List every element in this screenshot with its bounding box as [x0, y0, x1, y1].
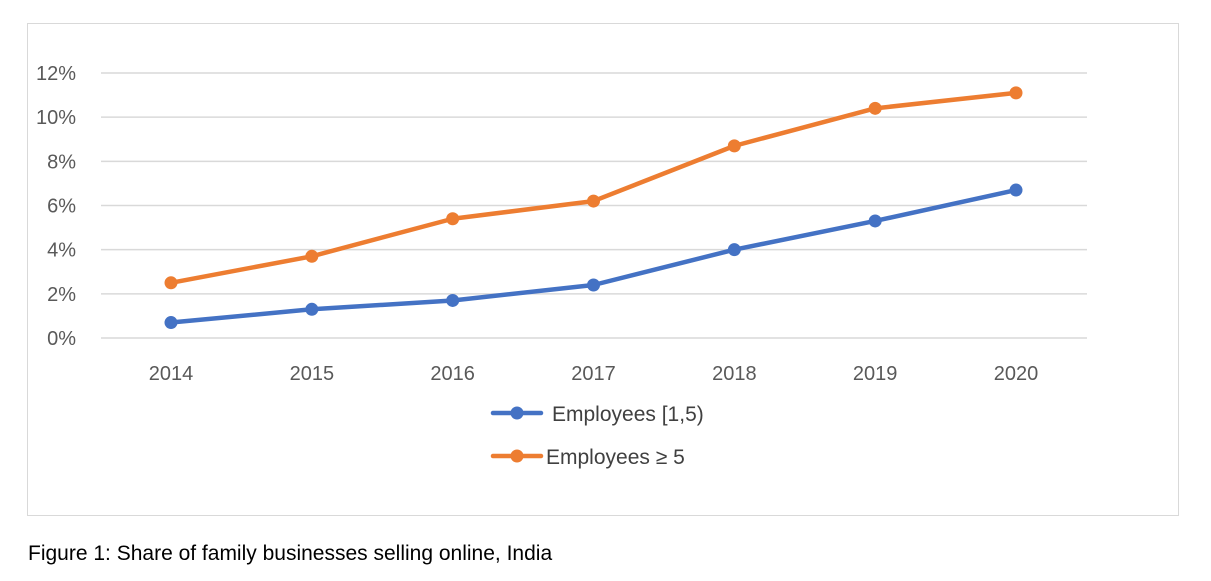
y-tick-label: 0% — [47, 328, 76, 350]
series-line — [168, 90, 1019, 286]
y-tick-label: 10% — [36, 107, 76, 129]
data-point — [587, 278, 600, 292]
x-tick-label: 2016 — [430, 363, 475, 385]
data-point — [727, 243, 741, 257]
series-2 — [164, 86, 1023, 290]
figure-caption: Figure 1: Share of family businesses sel… — [28, 542, 553, 565]
data-point — [587, 194, 600, 208]
data-point — [1009, 86, 1023, 100]
data-point — [305, 249, 319, 263]
data-point — [305, 302, 319, 316]
line-chart: 0%2%4%6%8%10%12% 2014 2015 2016 2017 2018 201… — [36, 63, 1087, 469]
x-tick-label: 2014 — [149, 363, 194, 385]
data-point — [164, 276, 178, 290]
y-tick-label: 2% — [47, 284, 76, 306]
y-tick-label: 12% — [36, 63, 76, 85]
data-point — [1009, 183, 1023, 197]
y-tick-label: 6% — [47, 196, 76, 218]
chart-area — [27, 23, 1179, 516]
legend-label: Employees [1,5) — [552, 403, 704, 426]
x-tick-label: 2015 — [290, 363, 335, 385]
series-line — [168, 187, 1019, 325]
x-tick-label: 2020 — [994, 363, 1039, 385]
legend: Employees [1,5) Employees ≥ 5 — [490, 403, 704, 469]
data-point — [446, 212, 460, 226]
legend-item: Employees [1,5) — [490, 403, 704, 426]
legend-item: Employees ≥ 5 — [490, 446, 685, 469]
data-point — [727, 139, 741, 153]
legend-label: Employees ≥ 5 — [546, 446, 685, 469]
data-point — [446, 293, 460, 307]
x-tick-label: 2017 — [571, 363, 616, 385]
y-tick-label: 8% — [47, 151, 76, 173]
x-axis-tick-labels: 2014 2015 2016 2017 2018 2019 2020 — [149, 363, 1039, 385]
data-point — [868, 101, 882, 115]
y-tick-label: 4% — [47, 240, 76, 262]
legend-marker — [510, 406, 524, 420]
data-point — [868, 214, 882, 228]
x-tick-label: 2018 — [712, 363, 757, 385]
y-axis-tick-labels: 0% 2% 4% 6% 8% 10% 12% — [36, 63, 76, 350]
legend-marker — [510, 449, 524, 463]
series-lines — [164, 86, 1023, 330]
data-point — [164, 316, 178, 330]
x-tick-label: 2019 — [853, 363, 898, 385]
series-1 — [164, 183, 1023, 330]
grid-lines — [101, 72, 1087, 339]
